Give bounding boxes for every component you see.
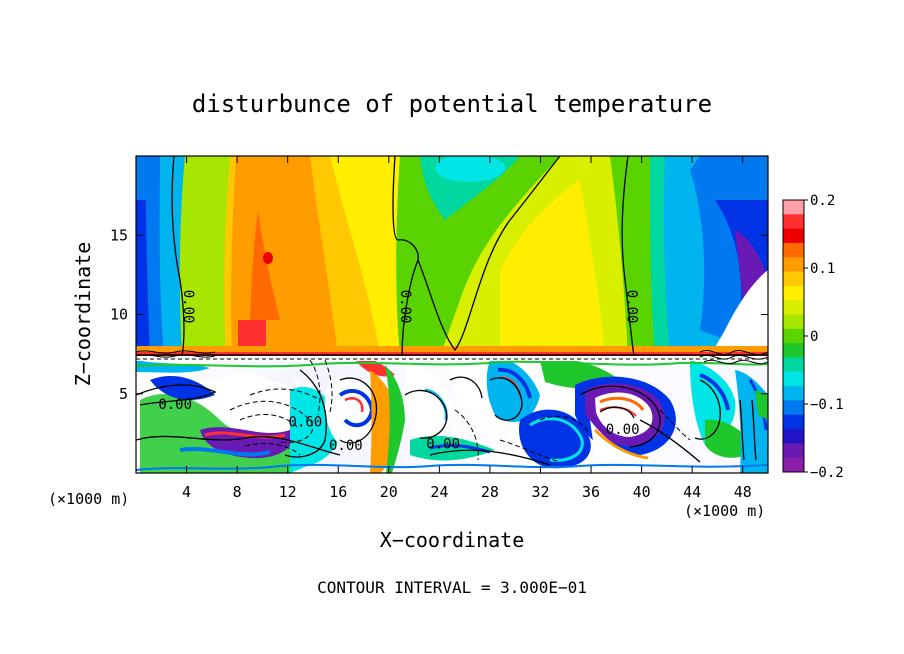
x-unit-left: (×1000 m): [48, 490, 129, 508]
field-image: [136, 156, 768, 473]
contour-label: 0.00: [397, 290, 413, 324]
colorbar-swatch: [783, 343, 804, 358]
colorbar: 0.2 0.1 0 −0.1 −0.2: [782, 193, 844, 481]
colorbar-swatch: [783, 214, 804, 230]
colorbar-swatch: [783, 285, 804, 301]
contour-label: 0.00: [158, 397, 192, 413]
colorbar-swatch: [783, 257, 804, 273]
y-tick-label: 10: [110, 306, 128, 324]
contour-label: 0.00: [329, 438, 363, 454]
colorbar-swatch: [783, 271, 804, 287]
colorbar-tick-label: 0.2: [810, 193, 835, 209]
chart-title: disturbunce of potential temperature: [192, 90, 712, 118]
contour-label: 0.00: [426, 436, 460, 452]
y-tick-label: 15: [110, 226, 128, 244]
y-axis-label: Z−coordinate: [71, 242, 95, 387]
x-tick-label: 12: [279, 483, 297, 501]
x-tick-label: 48: [734, 483, 752, 501]
colorbar-tick-label: 0.1: [810, 261, 835, 277]
x-tick-label: 28: [481, 483, 499, 501]
x-tick-label: 4: [182, 483, 191, 501]
colorbar-swatch: [783, 386, 804, 401]
x-axis-label: X−coordinate: [380, 528, 525, 552]
colorbar-swatch: [783, 371, 804, 387]
colorbar-swatch: [783, 300, 804, 316]
x-tick-label: 40: [633, 483, 651, 501]
colorbar-swatch: [783, 429, 804, 444]
contour-label: 0.00: [180, 290, 196, 324]
x-tick-label: 36: [582, 483, 600, 501]
colorbar-swatch: [783, 414, 804, 430]
x-unit-right: (×1000 m): [684, 502, 765, 520]
colorbar-tick-label: −0.2: [810, 465, 844, 481]
colorbar-tick-label: −0.1: [810, 397, 844, 413]
colorbar-swatch: [783, 242, 804, 258]
x-tick-label: 32: [531, 483, 549, 501]
contour-label: 0.00: [606, 422, 640, 438]
x-tick-label: 20: [380, 483, 398, 501]
x-tick-label: 44: [683, 483, 701, 501]
x-tick-label: 16: [329, 483, 347, 501]
contour-label: 0.60: [289, 414, 323, 430]
colorbar-swatch: [783, 443, 804, 459]
contour-labels: 0.00 0.00 0.00 0.00 0.60 0.00 0.00 0.00: [158, 290, 639, 454]
colorbar-swatch: [783, 357, 804, 373]
colorbar-swatch: [783, 228, 804, 244]
colorbar-tick-label: 0: [810, 329, 818, 345]
y-tick-label: 5: [119, 385, 128, 403]
colorbar-swatch: [783, 457, 804, 473]
x-tick-label: 8: [233, 483, 242, 501]
colorbar-swatch: [783, 200, 804, 215]
colorbar-swatch: [783, 314, 804, 330]
colorbar-swatch: [783, 328, 804, 344]
contour-label: 0.00: [623, 290, 639, 324]
colorbar-swatch: [783, 400, 804, 416]
x-tick-label: 24: [430, 483, 448, 501]
contour-interval: CONTOUR INTERVAL = 3.000E−01: [317, 578, 587, 597]
